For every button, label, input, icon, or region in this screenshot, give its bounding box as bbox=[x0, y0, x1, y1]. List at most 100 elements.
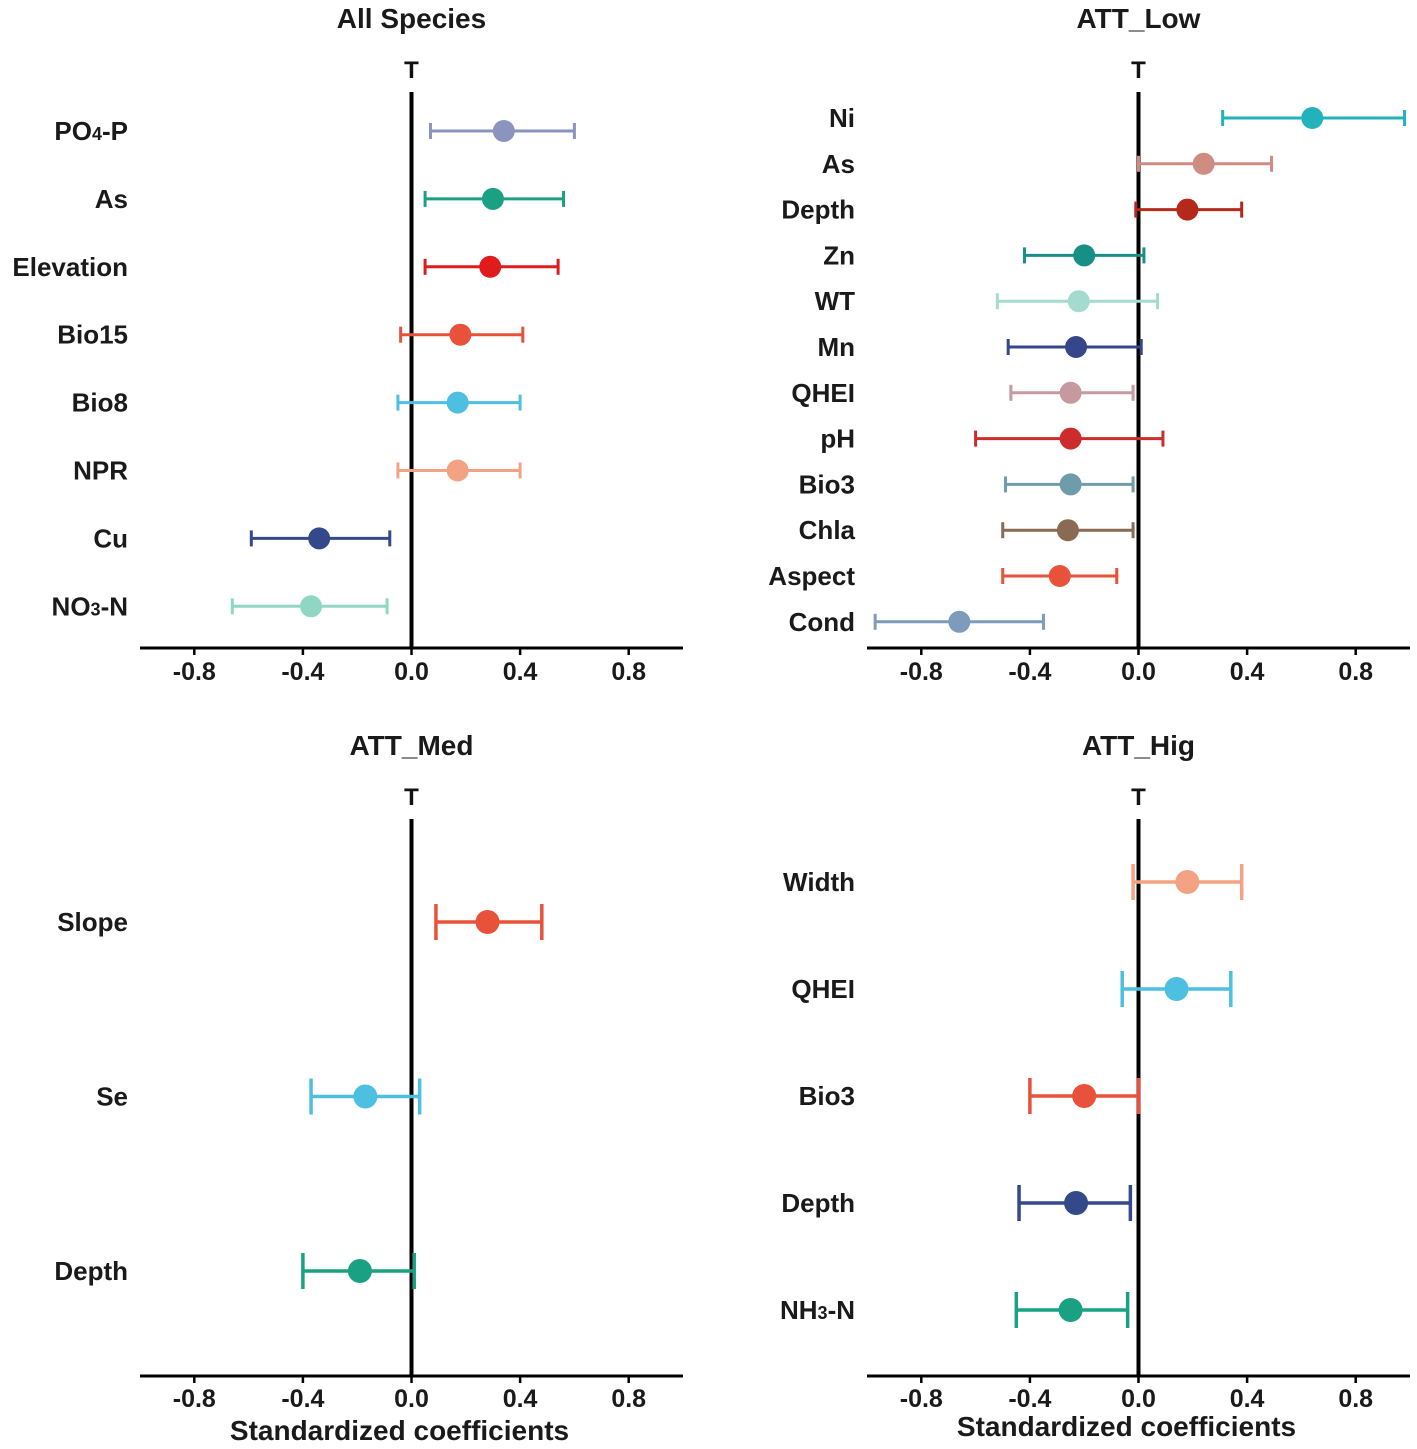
row-depth: Depth bbox=[781, 195, 1244, 225]
variable-label: Aspect bbox=[768, 561, 855, 591]
reference-line-label: T bbox=[1131, 784, 1146, 811]
x-tick-label: -0.4 bbox=[1008, 1385, 1051, 1413]
point-estimate bbox=[1175, 870, 1200, 894]
row-ph: pH bbox=[820, 424, 1165, 454]
row-po4-p: PO4-P bbox=[54, 116, 576, 146]
point-estimate bbox=[481, 187, 504, 210]
variable-label: QHEI bbox=[791, 974, 855, 1004]
point-estimate bbox=[308, 527, 331, 550]
point-estimate bbox=[1056, 519, 1079, 542]
variable-label: Elevation bbox=[12, 252, 128, 282]
row-slope: Slope bbox=[57, 904, 544, 940]
panel-att-med: ATT_Med T -0.8 -0.4 0.0 0.4 0.8 Standardized co… bbox=[54, 730, 683, 1446]
row-bio3: Bio3 bbox=[799, 1078, 1141, 1114]
x-tick-label: 0.0 bbox=[394, 1385, 429, 1413]
row-ni: Ni bbox=[829, 103, 1407, 133]
row-zn: Zn bbox=[823, 240, 1146, 270]
variable-label: WT bbox=[815, 286, 856, 316]
variable-label: Bio8 bbox=[72, 388, 128, 418]
row-cond: Cond bbox=[789, 607, 1045, 637]
point-estimate bbox=[1059, 427, 1082, 450]
row-qhei: QHEI bbox=[791, 378, 1135, 408]
variable-label: Mn bbox=[817, 332, 855, 362]
point-estimate bbox=[1176, 198, 1199, 221]
point-estimate bbox=[1059, 381, 1082, 404]
row-chla: Chla bbox=[799, 515, 1135, 545]
variable-label: Bio15 bbox=[57, 320, 128, 350]
point-estimate bbox=[347, 1259, 372, 1283]
x-tick-label: 0.8 bbox=[1338, 658, 1373, 686]
row-mn: Mn bbox=[817, 332, 1143, 362]
variable-label: Depth bbox=[781, 195, 855, 225]
point-estimate bbox=[1059, 473, 1082, 496]
point-estimate bbox=[353, 1084, 378, 1109]
row-se: Se bbox=[96, 1078, 422, 1115]
variable-label: QHEI bbox=[791, 378, 855, 408]
variable-label: Cu bbox=[93, 523, 128, 553]
point-estimate bbox=[446, 391, 469, 414]
variable-label: Cond bbox=[789, 607, 855, 637]
x-tick-label: -0.4 bbox=[281, 1385, 324, 1413]
variable-label: Se bbox=[96, 1082, 128, 1112]
x-tick-label: 0.8 bbox=[611, 658, 646, 686]
point-estimate bbox=[1301, 107, 1324, 129]
row-bio8: Bio8 bbox=[72, 388, 522, 418]
x-tick-label: -0.8 bbox=[900, 1385, 943, 1413]
x-tick-label: 0.4 bbox=[503, 658, 538, 686]
point-estimate bbox=[948, 610, 971, 633]
variable-label: PO4-P bbox=[54, 116, 128, 146]
point-estimate bbox=[1072, 1084, 1097, 1108]
x-tick-label: 0.4 bbox=[1230, 1385, 1265, 1413]
x-axis-title: Standardized coefficients bbox=[230, 1415, 569, 1446]
variable-label: As bbox=[95, 184, 128, 214]
panel-title: ATT_Low bbox=[1077, 3, 1201, 34]
point-estimate bbox=[475, 910, 500, 934]
x-tick-label: 0.4 bbox=[1230, 658, 1265, 686]
point-estimate bbox=[1067, 290, 1090, 313]
variable-label: NO3-N bbox=[52, 591, 128, 621]
point-estimate bbox=[300, 595, 323, 618]
row-bio3: Bio3 bbox=[799, 469, 1135, 499]
variable-label: pH bbox=[820, 424, 855, 454]
reference-line-label: T bbox=[1131, 57, 1146, 84]
variable-label: NPR bbox=[73, 456, 128, 486]
variable-label: Bio3 bbox=[799, 469, 855, 499]
x-tick-label: -0.8 bbox=[173, 658, 216, 686]
x-tick-label: 0.0 bbox=[1121, 658, 1156, 686]
x-tick-label: 0.0 bbox=[394, 658, 429, 686]
point-estimate bbox=[479, 255, 502, 278]
x-axis-title: Standardized coefficients bbox=[957, 1411, 1296, 1442]
row-elevation: Elevation bbox=[12, 252, 560, 282]
point-estimate bbox=[1164, 977, 1189, 1001]
point-estimate bbox=[446, 459, 469, 482]
point-estimate bbox=[1058, 1298, 1083, 1322]
row-npr: NPR bbox=[73, 456, 522, 486]
variable-label: Slope bbox=[57, 907, 128, 937]
panel-title: All Species bbox=[337, 3, 486, 34]
x-tick-label: -0.8 bbox=[173, 1385, 216, 1413]
x-tick-label: 0.0 bbox=[1121, 1385, 1156, 1413]
x-tick-label: -0.4 bbox=[281, 658, 324, 686]
variable-label: As bbox=[822, 149, 855, 179]
variable-label: Ni bbox=[829, 103, 855, 133]
row-as: As bbox=[822, 149, 1274, 179]
point-estimate bbox=[1048, 565, 1071, 587]
point-estimate bbox=[1192, 152, 1215, 175]
row-bio15: Bio15 bbox=[57, 320, 525, 350]
x-tick-label: 0.4 bbox=[503, 1385, 538, 1413]
point-estimate bbox=[1064, 1191, 1089, 1215]
variable-label: Width bbox=[783, 867, 855, 897]
variable-label: Depth bbox=[781, 1188, 855, 1218]
x-tick-label: -0.8 bbox=[900, 658, 943, 686]
panel-att-low: ATT_Low T -0.8 -0.4 0.0 0.4 0.8 Ni As Depth Zn WT Mn… bbox=[768, 3, 1410, 686]
panel-all-species: All Species T -0.8 -0.4 0.0 0.4 0.8 PO4-P As Elev… bbox=[12, 3, 683, 686]
variable-label: Depth bbox=[54, 1256, 128, 1286]
point-estimate bbox=[492, 120, 515, 142]
row-no3-n: NO3-N bbox=[52, 591, 389, 621]
row-as: As bbox=[95, 184, 566, 214]
x-tick-label: -0.4 bbox=[1008, 658, 1051, 686]
row-aspect: Aspect bbox=[768, 561, 1119, 591]
reference-line-label: T bbox=[404, 784, 419, 811]
row-nh3-n: NH3-N bbox=[780, 1292, 1130, 1328]
